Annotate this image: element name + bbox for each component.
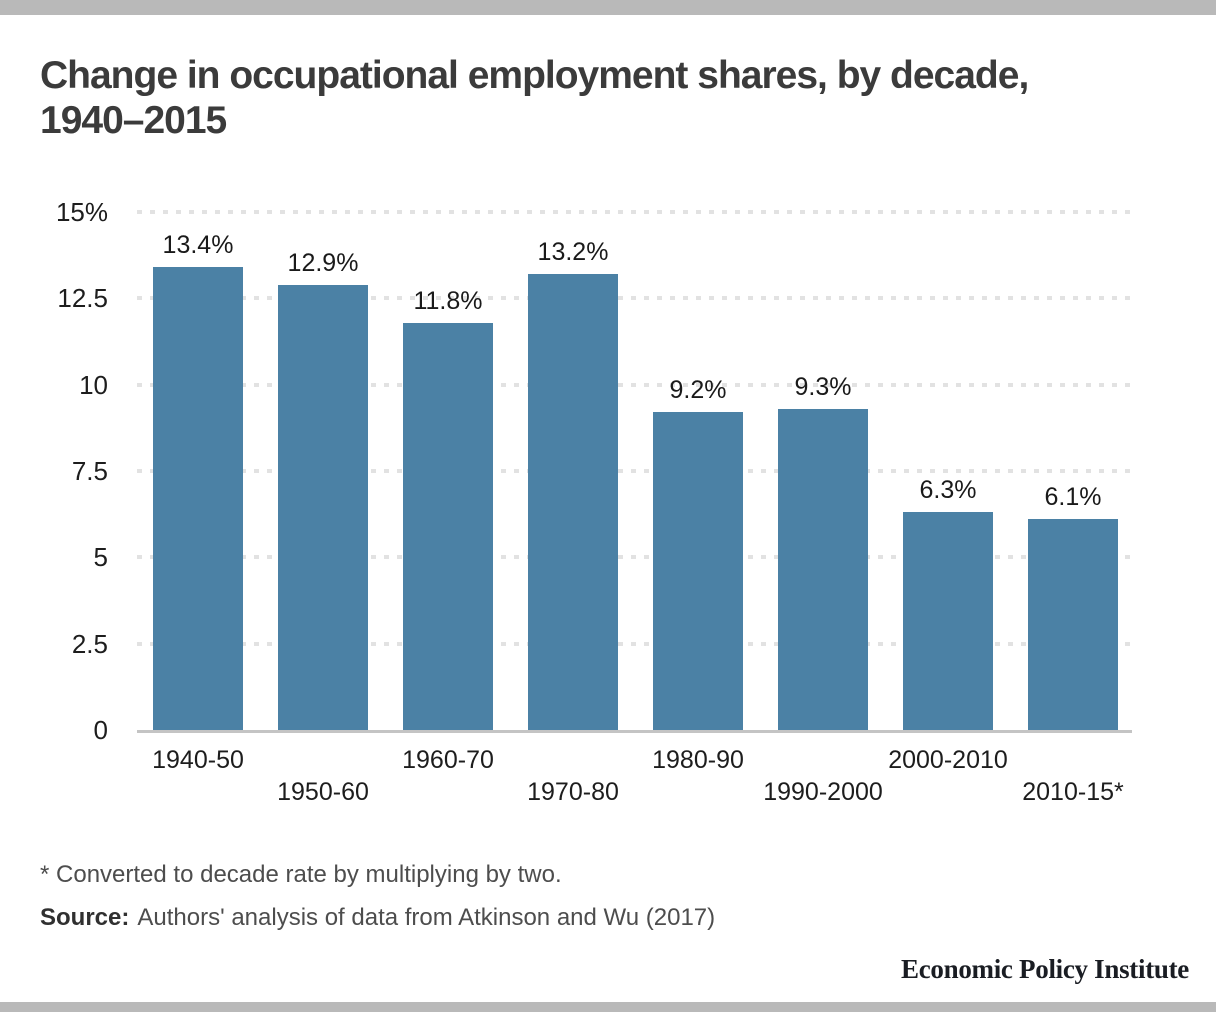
x-tick-label: 2000-2010 <box>888 746 1008 774</box>
x-tick-label: 1980-90 <box>652 746 744 774</box>
gridline <box>137 210 1132 214</box>
bar-2000-2010 <box>903 512 993 730</box>
chart-title-line2: 1940–2015 <box>40 99 227 142</box>
bar-value-label: 9.2% <box>669 376 727 405</box>
gridline <box>137 296 1132 301</box>
source-line: Source: Authors' analysis of data from At… <box>40 903 715 933</box>
y-tick-label: 0 <box>93 715 108 745</box>
y-tick-label: 5 <box>93 542 108 573</box>
epi-wordmark: Economic Policy Institute <box>901 954 1189 984</box>
x-tick-label: 1970-80 <box>527 778 619 806</box>
y-tick-label: 10 <box>79 369 108 400</box>
x-axis-line <box>137 730 1132 733</box>
x-tick-label: 1940-50 <box>152 746 244 774</box>
bar-1970-80 <box>528 274 618 730</box>
y-tick-label: 7.5 <box>71 456 108 486</box>
top-divider-bar <box>0 0 1216 15</box>
bar-value-label: 13.4% <box>162 231 234 260</box>
y-tick-label: 2.5 <box>71 628 108 659</box>
bar-1960-70 <box>403 322 493 730</box>
bottom-divider-bar <box>0 1002 1216 1012</box>
y-tick-label: 12.5 <box>57 283 108 314</box>
source-label: Source: <box>40 904 130 931</box>
bar-value-label: 11.8% <box>413 286 483 315</box>
gridline <box>137 555 1132 560</box>
bar-1990-2000 <box>778 408 868 730</box>
bar-1940-50 <box>153 267 243 730</box>
footnote: * Converted to decade rate by multiplyin… <box>40 861 562 888</box>
bar-2010-15* <box>1028 519 1118 730</box>
x-tick-label: 1950-60 <box>277 778 369 806</box>
chart-title: Change in occupational employment shares… <box>40 53 1170 143</box>
bar-value-label: 9.3% <box>794 372 852 401</box>
x-tick-label: 1960-70 <box>402 746 494 774</box>
bar-value-label: 12.9% <box>287 248 359 277</box>
bar-value-label: 13.2% <box>537 238 609 267</box>
bar-1950-60 <box>278 284 368 730</box>
source-text: Authors' analysis of data from Atkinson … <box>137 904 716 931</box>
bar-value-label: 6.1% <box>1044 483 1102 512</box>
gridline <box>137 469 1132 473</box>
bar-1980-90 <box>653 412 743 730</box>
gridline <box>137 641 1132 646</box>
y-tick-label: 15% <box>55 197 108 227</box>
gridline <box>137 382 1132 387</box>
x-tick-label: 2010-15* <box>1022 778 1124 806</box>
bar-value-label: 6.3% <box>919 476 977 505</box>
x-tick-label: 1990-2000 <box>763 778 883 806</box>
chart-title-line1: Change in occupational employment shares… <box>40 54 1029 97</box>
